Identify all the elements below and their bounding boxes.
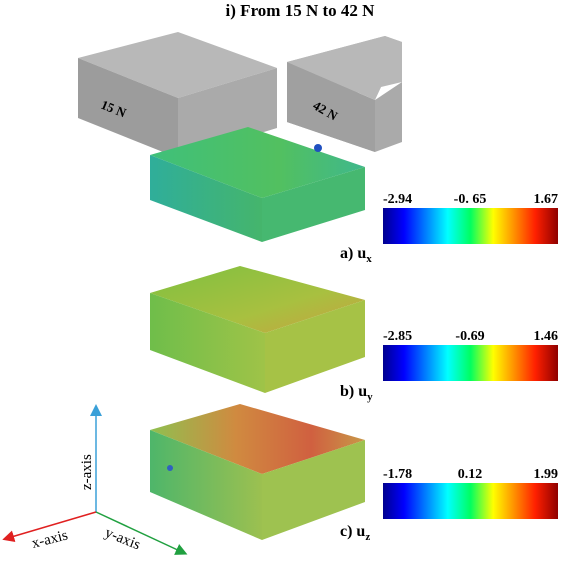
x-axis-label: x-axis <box>30 527 70 551</box>
title: i) From 15 N to 42 N <box>226 1 376 20</box>
colorbar-max: 1.46 <box>534 329 559 344</box>
colorbar-max: 1.67 <box>534 192 559 207</box>
colorbar <box>383 208 558 244</box>
panel-label-text: a) u <box>340 245 366 262</box>
panel-label-text: c) u <box>340 523 365 540</box>
colorbar-mid: 0.12 <box>458 467 483 482</box>
panel-label-subscript: z <box>365 531 370 543</box>
block-uy <box>150 266 365 393</box>
panel-label-subscript: x <box>366 253 372 265</box>
colorbar-min: -2.85 <box>383 329 412 344</box>
colorbar-min: -1.78 <box>383 467 412 482</box>
figure: i) From 15 N to 42 N 15 N 42 N z-axis x-… <box>0 0 563 562</box>
colorbars: -2.94 -0. 65 1.67 a) ux -2.85 -0.69 1.46 b) uy -… <box>340 192 558 543</box>
panel-label: c) uz <box>340 523 370 543</box>
colorbar-min: -2.94 <box>383 192 412 207</box>
colorbar-mid: -0. 65 <box>454 192 487 207</box>
specimen-42n: 42 N <box>287 36 402 152</box>
colorbar-max: 1.99 <box>534 467 559 482</box>
z-axis-label: z-axis <box>79 454 95 490</box>
panel-label: b) uy <box>340 383 373 403</box>
colorbar <box>383 483 558 519</box>
colorbar-mid: -0.69 <box>455 329 484 344</box>
y-axis-label: y-axis <box>103 525 143 554</box>
panel-label: a) ux <box>340 245 372 265</box>
block-uz <box>150 404 365 540</box>
colorbar <box>383 345 558 381</box>
panel-label-subscript: y <box>367 391 373 403</box>
panel-label-text: b) u <box>340 383 367 400</box>
